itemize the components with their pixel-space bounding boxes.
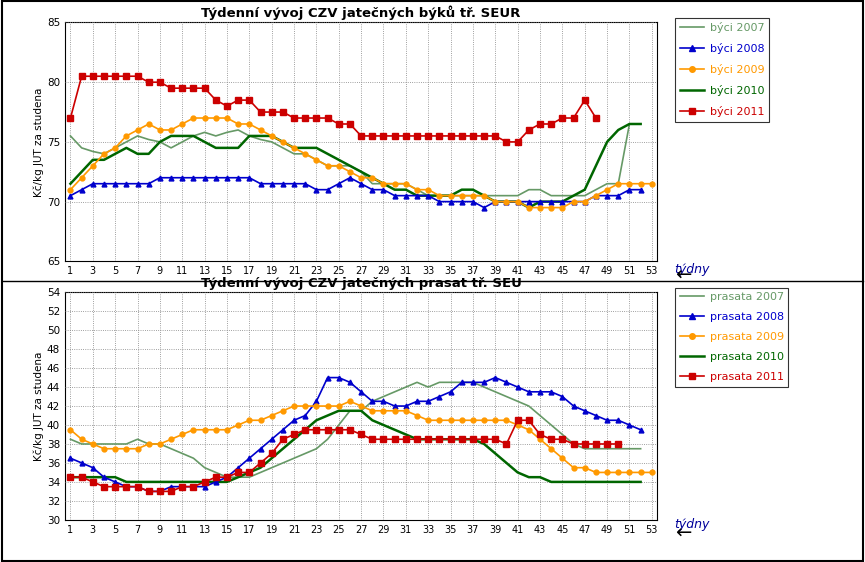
Text: ←: ←	[675, 523, 691, 542]
Text: ←: ←	[675, 266, 691, 285]
Text: týdny: týdny	[675, 262, 710, 275]
Title: Týdenní vývoj CZV jatečných býků tř. SEUR: Týdenní vývoj CZV jatečných býků tř. SEU…	[202, 6, 521, 20]
Title: Týdenní vývoj CZV jatečných prasat tř. SEU: Týdenní vývoj CZV jatečných prasat tř. S…	[201, 277, 522, 289]
Y-axis label: Kč/kg JUT za studena: Kč/kg JUT za studena	[34, 351, 44, 461]
Legend: býci 2007, býci 2008, býci 2009, býci 2010, býci 2011: býci 2007, býci 2008, býci 2009, býci 20…	[676, 17, 769, 121]
Y-axis label: Kč/kg JUT za studena: Kč/kg JUT za studena	[34, 87, 44, 197]
Legend: prasata 2007, prasata 2008, prasata 2009, prasata 2010, prasata 2011: prasata 2007, prasata 2008, prasata 2009…	[676, 288, 788, 387]
Text: týdny: týdny	[675, 518, 710, 531]
